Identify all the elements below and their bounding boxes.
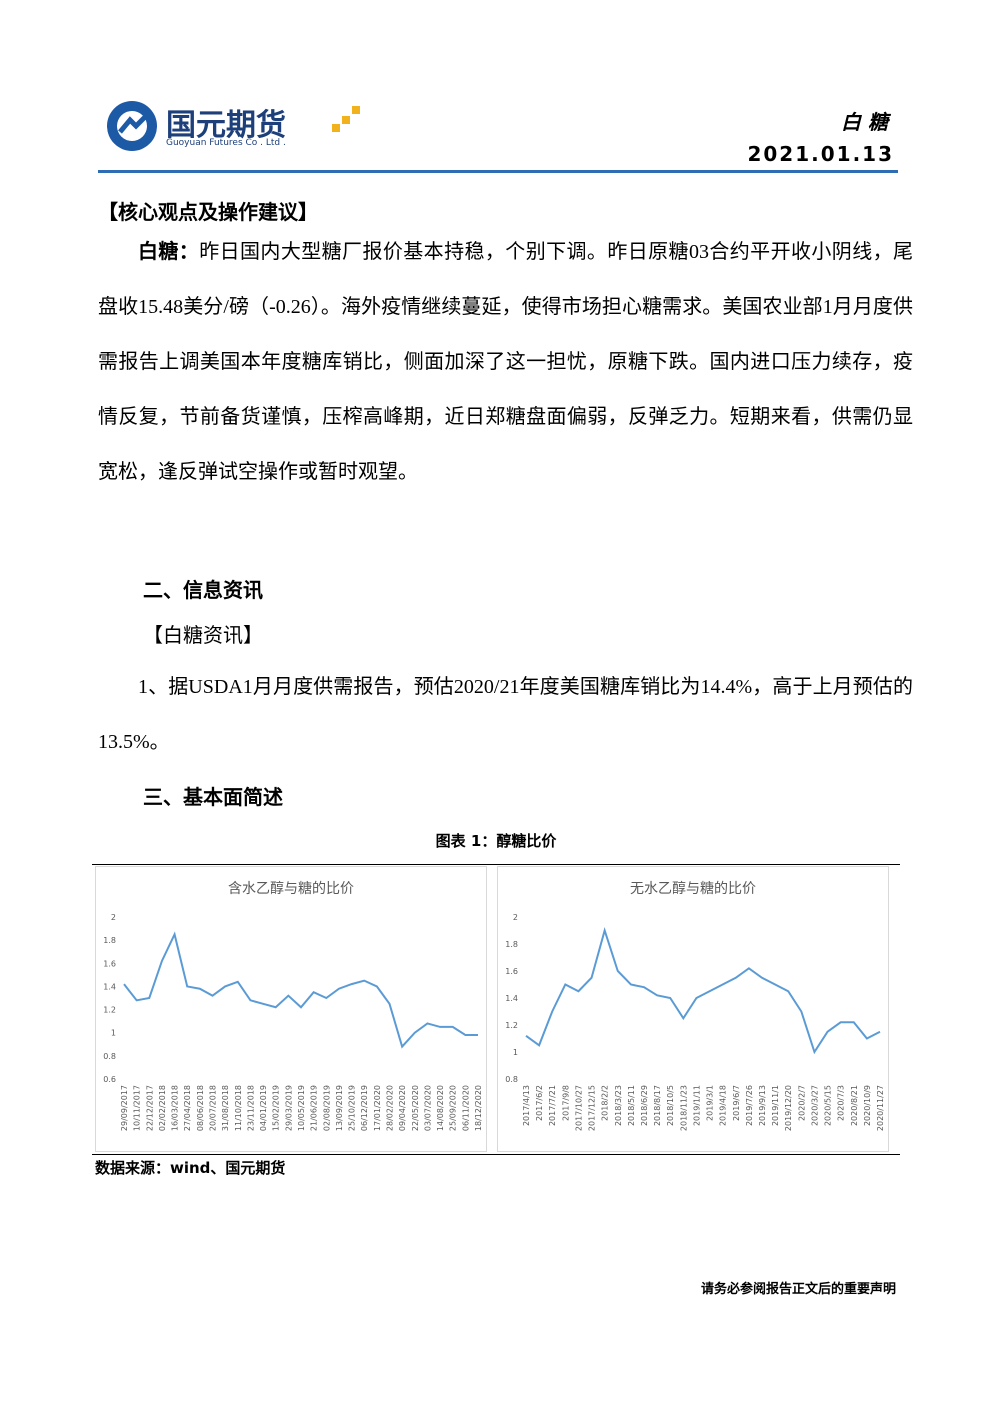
- x-tick-label: 10/05/2019: [297, 1085, 306, 1131]
- chart: 含水乙醇与糖的比价 0.6 0.8 1 1.2 1.4 1.6 1.8 2 29/09/2017 1…: [95, 866, 487, 1152]
- x-tick-label: 28/02/2020: [386, 1085, 395, 1131]
- y-tick-label: 0.8: [505, 1075, 518, 1084]
- rule: [92, 864, 900, 865]
- x-tick-label: 2020/5/15: [824, 1085, 833, 1126]
- line: [123, 931, 478, 1049]
- chart-title: 含水乙醇与糖的比价: [228, 880, 354, 897]
- x-tick-label: 2018/6/29: [640, 1085, 649, 1126]
- logo-text: 国元期货: [166, 108, 286, 143]
- y-tick-label: 1.6: [103, 959, 116, 968]
- x-tick-label: 2020/8/21: [850, 1085, 859, 1126]
- x-tick-label: 2020/2/7: [797, 1085, 806, 1121]
- x-tick-label: 02/08/2019: [322, 1085, 331, 1131]
- y-tick-label: 1.4: [505, 994, 518, 1003]
- y-tick-label: 1.6: [505, 967, 518, 976]
- y-tick-label: 1: [111, 1029, 116, 1038]
- x-tick-label: 25/09/2020: [449, 1085, 458, 1131]
- x-tick-label: 2017/9/8: [561, 1085, 570, 1121]
- y-tick-label: 2: [111, 913, 116, 922]
- x-tick-label: 2019/9/13: [758, 1085, 767, 1126]
- x-tick-label: 2020/7/3: [837, 1085, 846, 1121]
- x-tick-label: 25/10/2019: [348, 1085, 357, 1131]
- x-tick-label: 15/02/2019: [272, 1085, 281, 1131]
- heading: 二、信息资讯: [143, 580, 263, 602]
- x-tick-label: 2018/2/2: [601, 1085, 610, 1121]
- y-tick-label: 1.2: [505, 1021, 518, 1030]
- header-rule: [98, 170, 898, 173]
- x-tick-label: 2019/6/7: [732, 1085, 741, 1121]
- footer: 请务必参阅报告正文后的重要声明: [700, 1282, 896, 1297]
- x-tick-label: 02/02/2018: [158, 1085, 167, 1131]
- x-tick-label: 31/08/2018: [221, 1085, 230, 1131]
- x-tick-label: 2018/5/11: [627, 1085, 636, 1126]
- x-tick-label: 2019/7/26: [745, 1085, 754, 1126]
- x-tick-label: 29/03/2019: [284, 1085, 293, 1131]
- logo-icon: [107, 101, 157, 151]
- logo-en: Guoyuan Futures Co . Ltd .: [166, 138, 286, 148]
- heading: 【核心观点及操作建议】: [98, 202, 318, 224]
- y-tick-label: 1.8: [103, 936, 116, 945]
- x-tick-label: 10/11/2017: [133, 1085, 142, 1131]
- x-tick-label: 06/12/2019: [360, 1085, 369, 1131]
- x-tick-label: 2018/3/23: [614, 1085, 623, 1126]
- x-tick-label: 2017/7/21: [548, 1085, 557, 1126]
- x-tick-label: 2017/12/15: [588, 1085, 597, 1131]
- y-tick-label: 0.8: [103, 1052, 116, 1061]
- x-tick-label: 2020/11/27: [876, 1085, 885, 1131]
- subheading: 【白糖资讯】: [143, 625, 263, 647]
- x-tick-label: 03/07/2020: [423, 1085, 432, 1131]
- x-tick-label: 21/06/2019: [310, 1085, 319, 1131]
- x-tick-label: 2020/3/27: [810, 1085, 819, 1126]
- x-tick-label: 13/09/2019: [335, 1085, 344, 1131]
- x-tick-label: 08/06/2018: [196, 1085, 205, 1131]
- chart: 无水乙醇与糖的比价 0.8 1 1.2 1.4 1.6 1.8 2 2017/4/13 2017/…: [497, 866, 889, 1152]
- x-tick-label: 16/03/2018: [171, 1085, 180, 1131]
- x-tick-label: 14/08/2020: [436, 1085, 445, 1131]
- x-tick-label: 22/12/2017: [145, 1085, 154, 1131]
- caption: 图表 1：醇糖比价: [435, 832, 557, 850]
- source: 数据来源：wind、国元期货: [95, 1159, 286, 1177]
- logo-squares: [332, 106, 360, 132]
- y-tick-label: 1.4: [103, 982, 116, 991]
- y-tick-label: 2: [513, 913, 518, 922]
- x-tick-label: 2019/11/1: [771, 1085, 780, 1126]
- x-tick-label: 2018/10/5: [666, 1085, 675, 1126]
- x-tick-label: 04/01/2019: [259, 1085, 268, 1131]
- x-tick-label: 2017/6/2: [535, 1085, 544, 1121]
- x-tick-label: 17/01/2020: [373, 1085, 382, 1131]
- text: 昨日国内大型糖厂报价基本持稳，个别下调。昨日原糖03合约平开收小阴线，尾盘收15…: [98, 241, 914, 483]
- date: 2021.01.13: [747, 142, 894, 166]
- line: [525, 927, 881, 1055]
- x-tick-label: 23/11/2018: [246, 1085, 255, 1131]
- product: 白 糖: [841, 110, 888, 134]
- heading: 三、基本面简述: [143, 787, 283, 809]
- x-tick-label: 18/12/2020: [474, 1085, 483, 1131]
- y-tick-label: 1.2: [103, 1006, 116, 1015]
- x-tick-label: 2019/4/18: [719, 1085, 728, 1126]
- x-tick-label: 2019/1/11: [692, 1085, 701, 1126]
- x-tick-label: 2020/10/9: [863, 1085, 872, 1126]
- x-tick-label: 20/07/2018: [209, 1085, 218, 1131]
- rule: [92, 1154, 900, 1155]
- x-tick-label: 2017/10/27: [574, 1085, 583, 1131]
- paragraph: 1、据USDA1月月度供需报告，预估2020/21年度美国糖库销比为14.4%，…: [98, 676, 913, 753]
- x-tick-label: 11/10/2018: [234, 1085, 243, 1131]
- x-tick-label: 27/04/2018: [183, 1085, 192, 1131]
- x-tick-label: 2018/11/23: [679, 1085, 688, 1131]
- y-tick-label: 1: [513, 1048, 518, 1057]
- x-tick-label: 09/04/2020: [398, 1085, 407, 1131]
- x-tick-label: 2017/4/13: [522, 1085, 531, 1126]
- x-tick-label: 22/05/2020: [411, 1085, 420, 1131]
- lead: 白糖：: [138, 241, 200, 263]
- x-tick-label: 2019/12/20: [784, 1085, 793, 1131]
- x-tick-label: 2019/3/1: [706, 1085, 715, 1121]
- x-tick-label: 06/11/2020: [461, 1085, 470, 1131]
- y-tick-label: 1.8: [505, 940, 518, 949]
- paragraph: 白糖：昨日国内大型糖厂报价基本持稳，个别下调。昨日原糖03合约平开收小阴线，尾盘…: [98, 225, 913, 500]
- y-tick-label: 0.6: [103, 1075, 116, 1084]
- x-tick-label: 29/09/2017: [120, 1085, 129, 1131]
- x-tick-label: 2018/8/17: [653, 1085, 662, 1126]
- chart-title: 无水乙醇与糖的比价: [630, 880, 756, 897]
